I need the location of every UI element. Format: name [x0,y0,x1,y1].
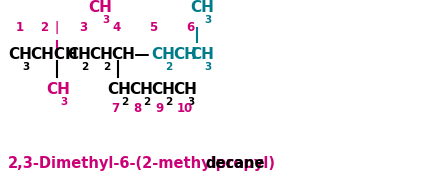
Text: 3: 3 [22,62,29,72]
Text: —: — [129,47,150,62]
Text: |: | [54,21,58,34]
Text: 9: 9 [155,102,163,115]
Text: CH: CH [67,47,91,62]
Text: 1: 1 [16,21,24,34]
Text: 5: 5 [149,21,157,34]
Text: CH: CH [190,0,214,15]
Text: 2: 2 [165,97,172,107]
Text: 3: 3 [102,15,109,25]
Text: 3: 3 [60,97,67,107]
Text: CH: CH [190,47,214,62]
Text: CH: CH [8,47,32,62]
Text: CH: CH [89,47,113,62]
Text: CH: CH [173,47,197,62]
Text: CH: CH [151,82,175,97]
Text: 2: 2 [165,62,172,72]
Text: CH: CH [111,47,135,62]
Text: CH: CH [173,82,197,97]
Text: 4: 4 [112,21,120,34]
Text: 10: 10 [177,102,193,115]
Text: 2: 2 [103,62,110,72]
Text: CH: CH [46,82,70,97]
Text: 2: 2 [121,97,128,107]
Text: CHCH: CHCH [30,47,78,62]
Text: CH: CH [151,47,175,62]
Text: 2: 2 [143,97,150,107]
Text: decane: decane [205,156,264,171]
Text: CH: CH [129,82,153,97]
Text: 8: 8 [133,102,141,115]
Text: 3: 3 [204,62,211,72]
Text: CH: CH [107,82,131,97]
Text: 3: 3 [79,21,87,34]
Text: 3: 3 [204,15,211,25]
Text: 7: 7 [111,102,119,115]
Text: CH: CH [88,0,112,15]
Text: 2,3-Dimethyl-6-(2-methylpropyl): 2,3-Dimethyl-6-(2-methylpropyl) [8,156,276,171]
Text: 3: 3 [187,97,194,107]
Text: 6: 6 [186,21,194,34]
Text: 2: 2 [81,62,88,72]
Text: 2: 2 [40,21,48,34]
